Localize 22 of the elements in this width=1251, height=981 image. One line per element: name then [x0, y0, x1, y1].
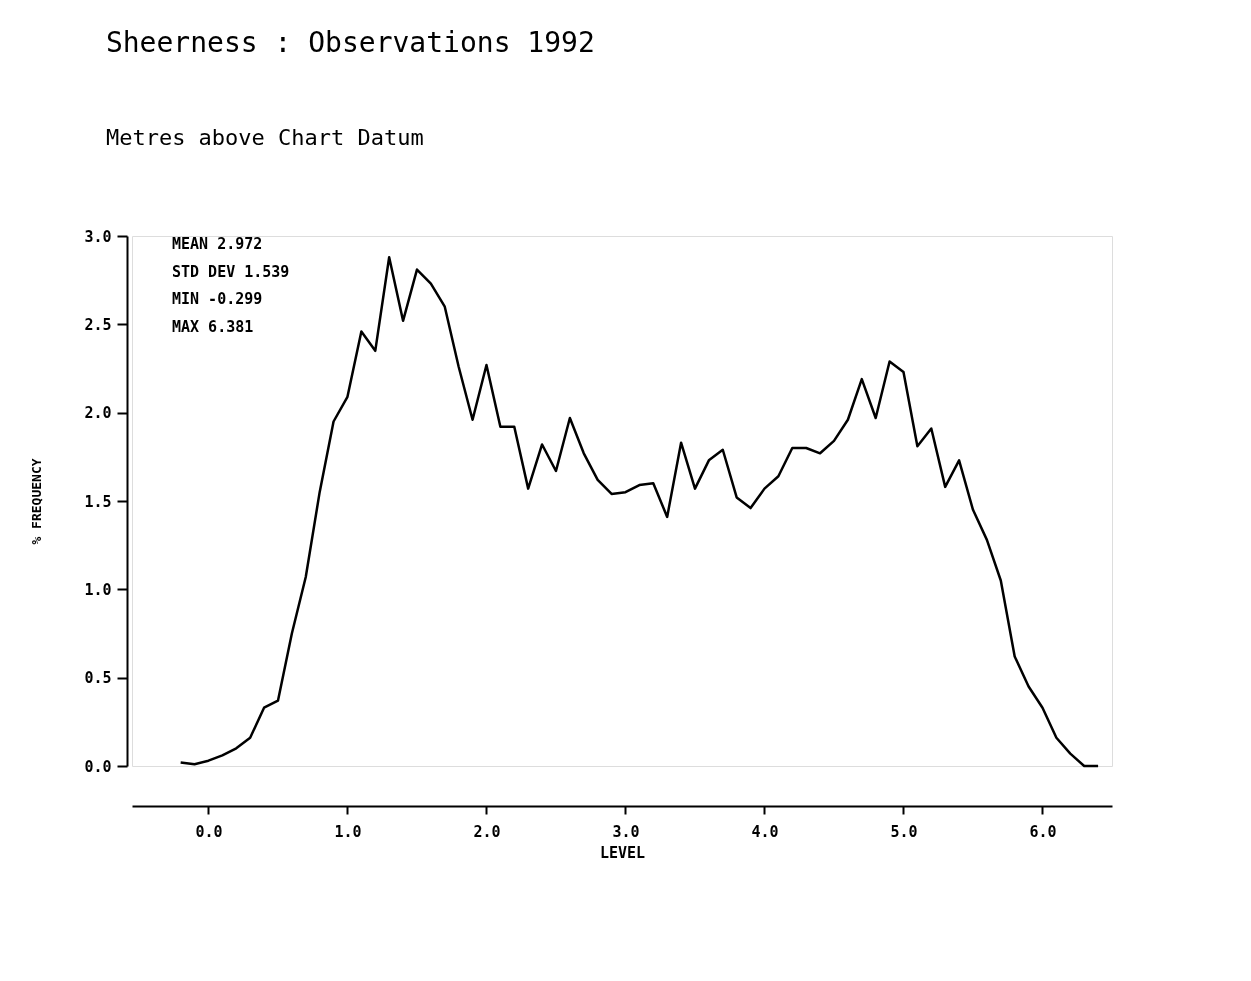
y-tick-label: 2.0	[84, 404, 112, 423]
x-tick-label: 1.0	[334, 822, 362, 841]
x-tick-label: 6.0	[1029, 822, 1057, 841]
chart-subtitle: Metres above Chart Datum	[105, 125, 424, 150]
annotation: MAX 6.381	[172, 317, 254, 336]
y-tick-label: 1.5	[84, 492, 112, 511]
annotation: MEAN 2.972	[172, 235, 263, 253]
x-tick-label: 5.0	[890, 822, 918, 841]
y-axis-title: % FREQUENCY	[29, 458, 45, 545]
chart-title: Sheerness : Observations 1992	[105, 26, 595, 59]
y-tick-label: 0.0	[84, 757, 112, 776]
annotation: STD DEV 1.539	[172, 262, 290, 281]
x-tick-label: 2.0	[473, 822, 501, 841]
x-tick-label: 4.0	[751, 822, 779, 841]
annotation: MIN -0.299	[172, 290, 263, 309]
y-tick-label: 3.0	[84, 227, 112, 246]
x-tick-label: 3.0	[612, 822, 640, 841]
y-tick-label: 0.5	[84, 669, 112, 688]
y-tick-label: 2.5	[84, 315, 112, 334]
x-tick-label: 0.0	[195, 822, 223, 841]
x-axis-title: LEVEL	[599, 843, 646, 862]
y-tick-label: 1.0	[84, 580, 112, 599]
